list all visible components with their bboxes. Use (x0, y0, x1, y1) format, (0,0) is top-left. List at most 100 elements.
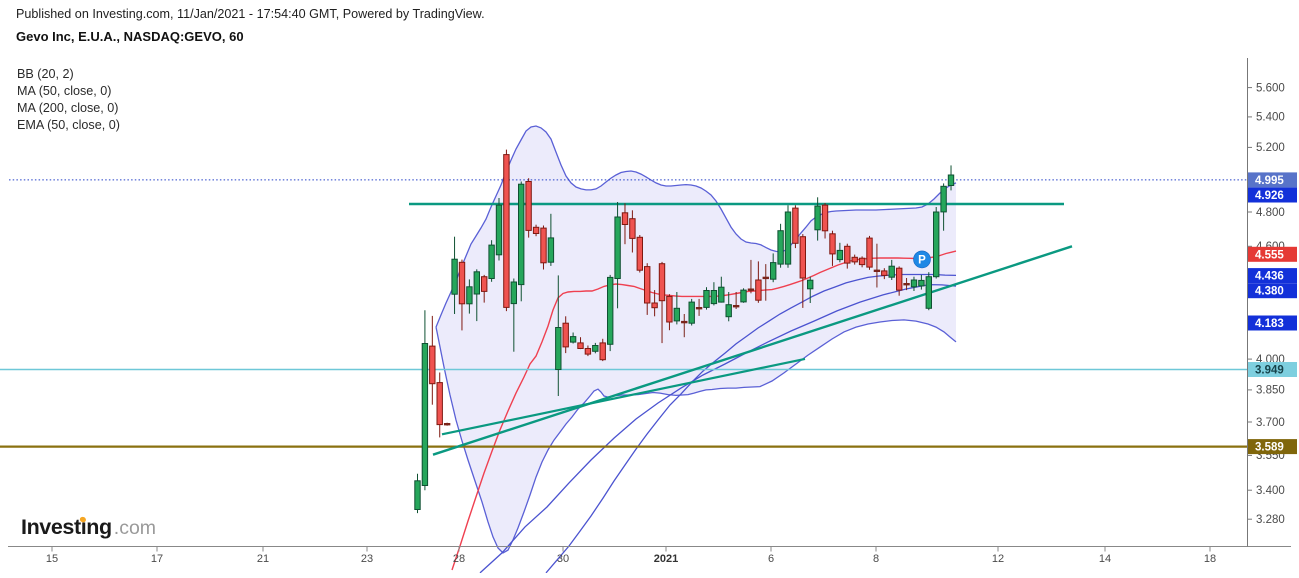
candle[interactable] (488, 240, 495, 282)
candle[interactable] (695, 298, 703, 316)
candle[interactable] (540, 225, 547, 270)
candle[interactable] (910, 276, 918, 291)
candle[interactable] (429, 315, 436, 405)
candle[interactable] (495, 198, 503, 261)
candle[interactable] (762, 264, 769, 301)
candle[interactable] (525, 178, 532, 238)
price-badge[interactable]: 4.926 (1248, 187, 1297, 203)
candle[interactable] (577, 337, 584, 350)
candle[interactable] (466, 279, 473, 314)
candle[interactable] (510, 278, 518, 352)
candle[interactable] (836, 242, 844, 263)
candle[interactable] (925, 272, 932, 311)
candle[interactable] (621, 203, 629, 245)
candle[interactable] (688, 298, 695, 326)
x-tick-label[interactable]: 28 (453, 553, 465, 565)
x-tick-label[interactable]: 2021 (654, 553, 678, 565)
event-marker[interactable]: P (913, 250, 931, 269)
candle[interactable] (443, 422, 451, 426)
x-tick-label[interactable]: 14 (1099, 553, 1111, 565)
candle[interactable] (666, 294, 673, 331)
price-badge[interactable]: 4.436 (1248, 268, 1297, 284)
candle[interactable] (710, 282, 718, 306)
candle[interactable] (532, 224, 540, 237)
candle[interactable] (799, 234, 806, 308)
x-tick-label[interactable]: 23 (361, 553, 373, 565)
candle[interactable] (821, 203, 829, 239)
price-badge[interactable]: 4.380 (1248, 283, 1297, 299)
candle[interactable] (792, 205, 799, 249)
candle[interactable] (421, 310, 429, 491)
candle[interactable] (851, 254, 858, 265)
candle[interactable] (547, 213, 555, 266)
candle[interactable] (658, 261, 666, 344)
x-tick-label[interactable]: 15 (46, 553, 58, 565)
candle[interactable] (614, 202, 621, 309)
candle[interactable] (747, 259, 755, 294)
candle[interactable] (784, 205, 792, 268)
candle[interactable] (933, 207, 940, 279)
candle[interactable] (807, 276, 814, 303)
candle[interactable] (636, 235, 643, 273)
candle[interactable] (725, 292, 732, 322)
candle[interactable] (629, 210, 636, 253)
x-tick-label[interactable]: 8 (873, 553, 879, 565)
candle[interactable] (777, 223, 784, 268)
candle[interactable] (518, 181, 525, 302)
candle[interactable] (755, 261, 762, 303)
candle[interactable] (881, 268, 888, 280)
y-tick-label[interactable]: 3.280 (1256, 514, 1285, 526)
candle[interactable] (607, 274, 614, 352)
x-tick-label[interactable]: 30 (557, 553, 569, 565)
candle[interactable] (569, 332, 577, 344)
candle[interactable] (592, 342, 599, 354)
y-tick-label[interactable]: 4.800 (1256, 207, 1285, 219)
candle[interactable] (703, 287, 710, 310)
candle[interactable] (555, 275, 562, 396)
candle[interactable] (844, 243, 851, 269)
candle[interactable] (503, 149, 510, 312)
candle[interactable] (562, 316, 569, 354)
plot-area[interactable]: P (0, 125, 1247, 574)
candle[interactable] (651, 290, 658, 317)
candle[interactable] (473, 269, 481, 322)
x-tick-label[interactable]: 6 (768, 553, 774, 565)
price-badge[interactable]: 4.555 (1248, 246, 1297, 262)
price-badge[interactable]: 3.589 (1248, 439, 1297, 455)
candle[interactable] (918, 274, 925, 290)
y-tick-label[interactable]: 5.400 (1256, 112, 1285, 124)
candle[interactable] (681, 314, 688, 338)
candle[interactable] (770, 253, 777, 283)
candle[interactable] (896, 266, 903, 296)
candle[interactable] (732, 292, 740, 309)
candle[interactable] (451, 236, 458, 314)
candle[interactable] (740, 288, 747, 303)
candle[interactable] (414, 473, 421, 514)
candle[interactable] (599, 338, 606, 362)
candle[interactable] (644, 263, 651, 315)
y-tick-label[interactable]: 3.700 (1256, 417, 1285, 429)
candle[interactable] (718, 276, 725, 303)
candle[interactable] (940, 183, 947, 231)
candle[interactable] (903, 278, 910, 291)
candle[interactable] (481, 274, 488, 303)
candle[interactable] (814, 197, 821, 241)
y-tick-label[interactable]: 5.200 (1256, 142, 1285, 154)
price-badge[interactable]: 3.949 (1248, 362, 1297, 377)
candle[interactable] (858, 256, 866, 268)
candle[interactable] (584, 345, 592, 357)
x-tick-label[interactable]: 17 (151, 553, 163, 565)
candle[interactable] (829, 230, 836, 266)
y-tick-label[interactable]: 3.850 (1256, 385, 1285, 397)
y-tick-label[interactable]: 5.600 (1256, 82, 1285, 94)
candle[interactable] (866, 235, 873, 270)
price-badge[interactable]: 4.183 (1248, 315, 1297, 331)
candle[interactable] (873, 243, 881, 288)
candle[interactable] (947, 165, 955, 191)
candle[interactable] (436, 372, 443, 438)
candle[interactable] (888, 259, 895, 280)
candle[interactable] (458, 259, 466, 331)
candle[interactable] (673, 292, 680, 325)
x-tick-label[interactable]: 12 (992, 553, 1004, 565)
price-badge[interactable]: 4.995 (1248, 172, 1297, 188)
